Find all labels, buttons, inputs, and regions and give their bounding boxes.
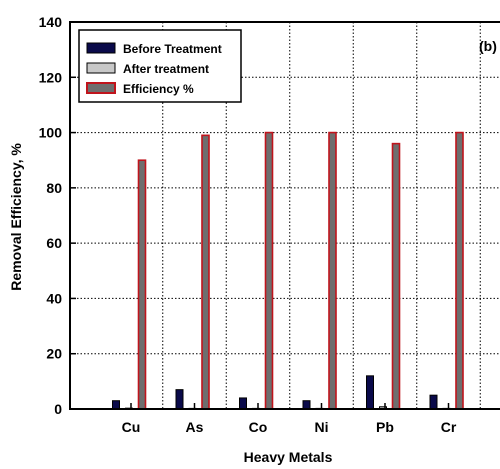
legend-label-efficiency: Efficiency % [123, 82, 194, 96]
y-tick-label: 20 [46, 346, 62, 362]
x-tick-label: Ni [315, 419, 329, 435]
y-tick-label: 60 [46, 235, 62, 251]
bar-before-treatment [239, 397, 247, 410]
y-tick-label: 100 [39, 125, 63, 141]
bar-before-treatment [366, 375, 374, 410]
plot-frame [69, 21, 500, 410]
x-tick-label: Pb [376, 419, 394, 435]
panel-label: (b) [479, 38, 497, 54]
bar-before-treatment [112, 400, 120, 410]
legend-swatch-efficiency [86, 82, 116, 94]
y-tick-label: 140 [39, 14, 63, 30]
bar-efficiency [328, 131, 337, 410]
y-tick-label: 40 [46, 290, 62, 306]
x-tick-label: As [186, 419, 204, 435]
y-axis-title: Removal Efficiency, % [8, 143, 24, 291]
bar-efficiency [455, 131, 464, 410]
legend: Before Treatment After treatment Efficie… [78, 29, 242, 103]
bar-efficiency [264, 131, 274, 410]
y-tick-label: 80 [46, 180, 62, 196]
x-axis: Cu As Co Ni Pb Cr [122, 403, 457, 435]
x-tick-label: Cu [122, 419, 141, 435]
bar-before-treatment [302, 400, 311, 410]
bar-efficiency [137, 159, 147, 410]
x-tick-label: Cr [441, 419, 457, 435]
x-tick-label: Co [249, 419, 268, 435]
x-axis-title: Heavy Metals [244, 449, 333, 465]
y-tick-label: 120 [39, 69, 63, 85]
bar-efficiency [391, 142, 401, 410]
legend-label-after-treatment: After treatment [123, 62, 209, 76]
bar-before-treatment [175, 389, 184, 410]
legend-swatch-after-treatment [86, 62, 116, 74]
legend-swatch-before-treatment [86, 42, 116, 54]
legend-label-before-treatment: Before Treatment [123, 42, 222, 56]
bar-efficiency [201, 134, 210, 410]
y-tick-label: 0 [54, 401, 62, 417]
y-axis: 0 20 40 60 80 100 120 140 [39, 14, 76, 417]
bar-before-treatment [429, 394, 438, 410]
